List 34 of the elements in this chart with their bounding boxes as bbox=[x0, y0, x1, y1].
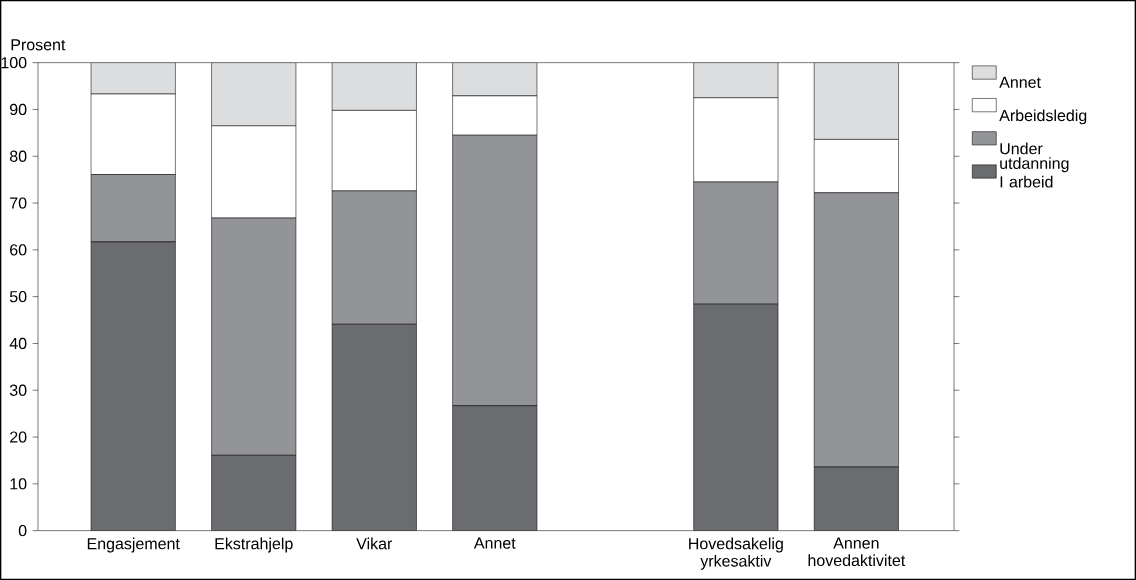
y-tick-label: 60 bbox=[10, 244, 27, 256]
legend-label: Annet bbox=[999, 76, 1041, 88]
bar bbox=[693, 303, 779, 531]
x-tick-label: Hovedsakelig yrkesaktiv bbox=[689, 537, 783, 570]
bar bbox=[331, 62, 417, 111]
bar bbox=[452, 62, 538, 97]
x-tick-label: Ekstrahjelp bbox=[215, 537, 293, 553]
bar bbox=[332, 324, 417, 531]
y-tick-label: 20 bbox=[10, 431, 27, 443]
bar bbox=[452, 405, 537, 531]
x-tick-label: Annen hovedaktivitet bbox=[808, 537, 906, 567]
text: I arbeid bbox=[1000, 175, 1053, 188]
bar bbox=[211, 62, 297, 127]
y-tick-label: 80 bbox=[9, 150, 27, 162]
bar bbox=[813, 466, 899, 531]
bar bbox=[91, 241, 176, 531]
x-tick-label: Engasjement bbox=[87, 537, 180, 553]
y-tick-label: 40 bbox=[9, 337, 27, 350]
y-tick-label: 0 bbox=[18, 524, 27, 537]
y-tick-label: 100 bbox=[1, 57, 27, 69]
y-tick-label: 30 bbox=[9, 384, 27, 396]
y-tick-label: 10 bbox=[10, 478, 27, 490]
y-tick-label: 50 bbox=[9, 290, 27, 303]
legend-label: Arbeidsledig bbox=[999, 109, 1087, 125]
y-tick-label: 90 bbox=[10, 103, 27, 116]
bar bbox=[211, 455, 296, 531]
legend-label: Under utdanning bbox=[1000, 142, 1069, 173]
bar bbox=[90, 62, 176, 95]
x-tick-label: Vikar bbox=[356, 537, 393, 550]
bar bbox=[693, 62, 779, 99]
x-tick-label: Annet bbox=[473, 537, 516, 549]
y-axis-title: Prosent bbox=[11, 39, 66, 51]
bar bbox=[813, 62, 899, 140]
y-tick-label: 70 bbox=[10, 197, 27, 209]
